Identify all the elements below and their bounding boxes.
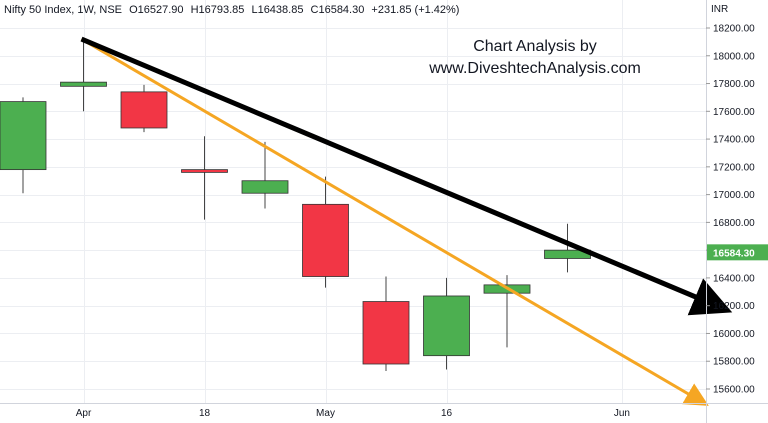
last-price-tag: 16584.30 [707, 244, 768, 261]
price-tick-label: 16000.00 [713, 329, 755, 340]
candle-down [181, 169, 228, 173]
candle-up [423, 295, 470, 357]
time-tick-label: 16 [441, 408, 453, 419]
price-tick-label: 18200.00 [713, 24, 755, 35]
price-tick-label: 15800.00 [713, 357, 755, 368]
time-tick-label: Jun [614, 408, 630, 419]
last-price-badge [707, 244, 768, 261]
time-tick-label: May [316, 408, 335, 419]
watermark: Chart Analysis by www.DiveshtechAnalysis… [410, 36, 660, 80]
price-tick-label: 15600.00 [713, 385, 755, 396]
low-value: L16438.85 [251, 4, 304, 16]
price-tick-label: 16200.00 [713, 301, 755, 312]
watermark-line1: Chart Analysis by [473, 38, 597, 55]
time-tick-label: 18 [199, 408, 211, 419]
change-value: +231.85 (+1.42%) [371, 4, 460, 16]
price-tick-label: 16800.00 [713, 218, 755, 229]
price-tick-label: 16600.00 [713, 246, 755, 257]
trendlines [80, 36, 733, 406]
high-value: H16793.85 [190, 4, 245, 16]
watermark-line2: www.DiveshtechAnalysis.com [429, 60, 641, 77]
price-tick-label: 18000.00 [713, 51, 755, 62]
price-tick-label: 16400.00 [713, 273, 755, 284]
close-value: C16584.30 [310, 4, 365, 16]
price-tick-label: 17200.00 [713, 162, 755, 173]
symbol-label: Nifty 50 Index, 1W, NSE [4, 4, 122, 16]
candles [0, 40, 591, 371]
time-tick-label: Apr [76, 408, 92, 419]
candle-down [120, 91, 168, 129]
time-axis[interactable]: Apr 18 May 16 Jun [76, 408, 630, 419]
candle-up [0, 101, 47, 171]
candle-down [362, 301, 410, 365]
chart-header: Nifty 50 Index, 1W, NSE O16527.90 H16793… [4, 4, 459, 16]
candle-up [544, 249, 591, 259]
open-value: O16527.90 [129, 4, 184, 16]
price-tick-label: 17600.00 [713, 107, 755, 118]
candle-down [302, 203, 349, 277]
candle-up [241, 180, 289, 194]
last-price-label: 16584.30 [713, 248, 755, 259]
candle-up [60, 81, 107, 87]
candle-up [483, 284, 531, 294]
price-tick-label: 17000.00 [713, 190, 755, 201]
price-axis[interactable]: INR 18200.00 18000.00 17800.00 17600.00 17400… [706, 4, 755, 396]
currency-unit-label: INR [711, 4, 728, 15]
orange-trendline [80, 37, 709, 406]
price-tick-label: 17800.00 [713, 79, 755, 90]
price-tick-label: 17400.00 [713, 135, 755, 146]
